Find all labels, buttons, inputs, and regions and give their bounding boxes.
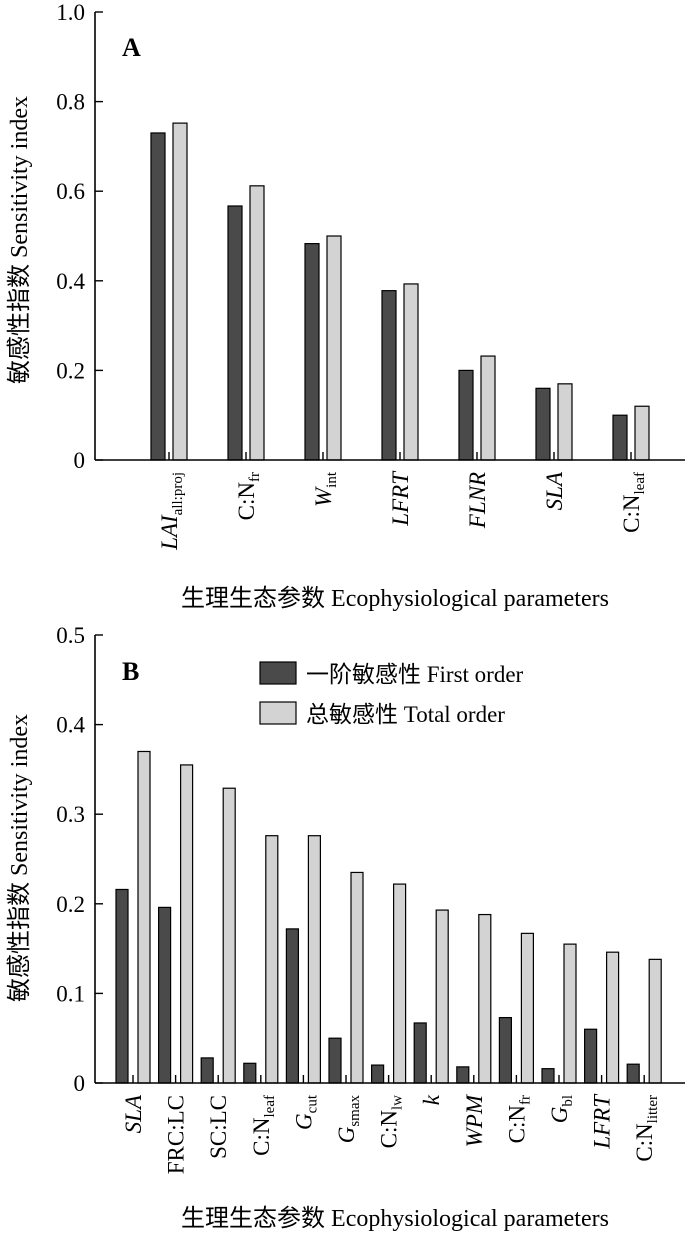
panel-a-chart: A 敏感性指数 Sensitivity index 生理生态参数 Ecophys… (6, 0, 685, 612)
panel-b-bars (115, 750, 662, 1084)
panel-b-bar-total (222, 787, 236, 1084)
panel-b-bar-first (498, 1016, 512, 1084)
panel-a-y-tick-label: 1.0 (56, 0, 85, 25)
panel-a-bar-total (249, 185, 265, 461)
panel-b-bar-total (435, 909, 449, 1084)
panel-b-category-labels: SLA FRC:LC SC:LC C:Nleaf Gcut Gsmax C:Nlw k WPM C… (121, 1093, 661, 1174)
panel-b-category-label: C:Nlw (377, 1095, 406, 1149)
panel-b-x-axis-title: 生理生态参数 Ecophysiological parameters (181, 1205, 609, 1232)
panel-b-bar-first (285, 928, 299, 1084)
panel-b-bar-first (115, 888, 129, 1084)
panel-a-y-tick-label: 0.6 (56, 179, 85, 204)
legend-swatch-first-order (259, 661, 297, 685)
panel-b-bar-first (243, 1062, 257, 1084)
panel-b-category-label: WPM (462, 1093, 487, 1147)
panel-b-category-label: Gsmax (334, 1095, 363, 1144)
legend-label-first-order: 一阶敏感性 First order (306, 662, 524, 687)
panel-a-category-label: C:Nfr (234, 472, 263, 520)
panel-a-label: A (122, 33, 141, 62)
panel-b-category-label: Gbl (547, 1095, 576, 1123)
legend: 一阶敏感性 First order 总敏感性 Total order (259, 661, 524, 727)
panel-b-bar-first (413, 1022, 427, 1084)
panel-b-category-label: C:Nfr (504, 1095, 533, 1143)
panel-b-bar-total (478, 913, 492, 1084)
panel-a-y-tick-label: 0.2 (56, 358, 85, 383)
panel-b-bar-first (541, 1068, 555, 1084)
panel-a-bar-total (480, 355, 496, 461)
panel-b-bar-total (137, 750, 151, 1084)
panel-a-category-label: C:Nleaf (619, 472, 648, 533)
panel-a-bar-first (381, 290, 397, 461)
panel-a-bar-first (458, 369, 474, 461)
panel-a-category-label: LFRT (388, 470, 413, 527)
panel-b-bar-total (605, 951, 620, 1084)
panel-a-category-label: LAIall:proj (157, 472, 186, 551)
panel-a-bar-first (612, 414, 628, 461)
panel-b-category-label: FRC:LC (164, 1095, 189, 1174)
panel-b-bar-total (563, 943, 577, 1084)
panel-a-y-axis-title: 敏感性指数 Sensitivity index (6, 96, 33, 384)
panel-b-category-label: C:Nlitter (632, 1095, 661, 1162)
panel-b-category-label: LFRT (590, 1093, 615, 1150)
panel-b-bar-total (520, 932, 535, 1084)
panel-b-bar-first (200, 1057, 214, 1084)
panel-b-bar-first (456, 1066, 470, 1084)
panel-b-y-tick-label: 0 (74, 1071, 86, 1096)
panel-b-category-label: k (419, 1094, 444, 1105)
panel-a-category-label: SLA (542, 471, 567, 510)
panel-b-y-tick-label: 0.2 (56, 892, 85, 917)
panel-a-bar-first (304, 243, 320, 461)
panel-b-axes: 0 0.1 0.2 0.3 0.4 0.5 (56, 623, 685, 1096)
panel-a-bar-total (326, 235, 342, 461)
panel-b-y-axis-title: 敏感性指数 Sensitivity index (6, 714, 33, 1002)
panel-b-bar-first (371, 1064, 385, 1084)
panel-a-category-labels: LAIall:proj C:Nfr Wint LFRT FLNR SLA C:Nleaf (157, 470, 648, 551)
panel-a-bar-first (150, 132, 166, 461)
panel-b-bar-first (583, 1028, 598, 1084)
legend-label-total-order: 总敏感性 Total order (306, 702, 505, 727)
panel-b-label: B (122, 657, 139, 686)
panel-b-category-label: Gcut (291, 1094, 320, 1130)
panel-a-bar-total (172, 122, 188, 461)
panel-b-bar-first (158, 906, 172, 1084)
panel-b-chart: B 敏感性指数 Sensitivity index 生理生态参数 Ecophys… (6, 623, 685, 1232)
panel-b-y-tick-label: 0.3 (56, 802, 85, 827)
panel-a-bar-total (403, 283, 419, 461)
panel-b-bar-total (307, 835, 321, 1084)
panel-b-category-label: SC:LC (206, 1095, 231, 1159)
panel-a-category-label: FLNR (465, 472, 490, 529)
panel-b-y-tick-label: 0.5 (56, 623, 85, 648)
panel-a-y-tick-label: 0.4 (56, 269, 85, 294)
panel-a-bar-first (535, 387, 551, 461)
panel-a-category-label: Wint (311, 471, 340, 507)
panel-a-bars (150, 122, 650, 461)
panel-a-bar-total (634, 405, 650, 461)
panel-b-bar-first (328, 1037, 342, 1084)
panel-a-x-axis-title: 生理生态参数 Ecophysiological parameters (181, 585, 609, 612)
panel-a-bar-first (227, 205, 243, 461)
panel-b-category-label: SLA (121, 1094, 146, 1133)
panel-a-y-tick-label: 0 (74, 448, 86, 473)
panel-a-axes: 0 0.2 0.4 0.6 0.8 1.0 (56, 0, 685, 473)
panel-b-bar-first (626, 1063, 640, 1084)
panel-b-y-tick-label: 0.1 (56, 981, 85, 1006)
panel-b-bar-total (648, 958, 662, 1084)
panel-a-bar-total (557, 383, 573, 461)
panel-b-bar-total (180, 764, 194, 1084)
panel-a-y-tick-label: 0.8 (56, 90, 85, 115)
panel-b-bar-total (393, 883, 407, 1084)
panel-b-bar-total (265, 835, 279, 1084)
panel-b-category-label: C:Nleaf (249, 1095, 278, 1156)
panel-b-y-tick-label: 0.4 (56, 713, 85, 738)
legend-swatch-total-order (259, 701, 297, 725)
panel-b-bar-total (350, 871, 364, 1084)
